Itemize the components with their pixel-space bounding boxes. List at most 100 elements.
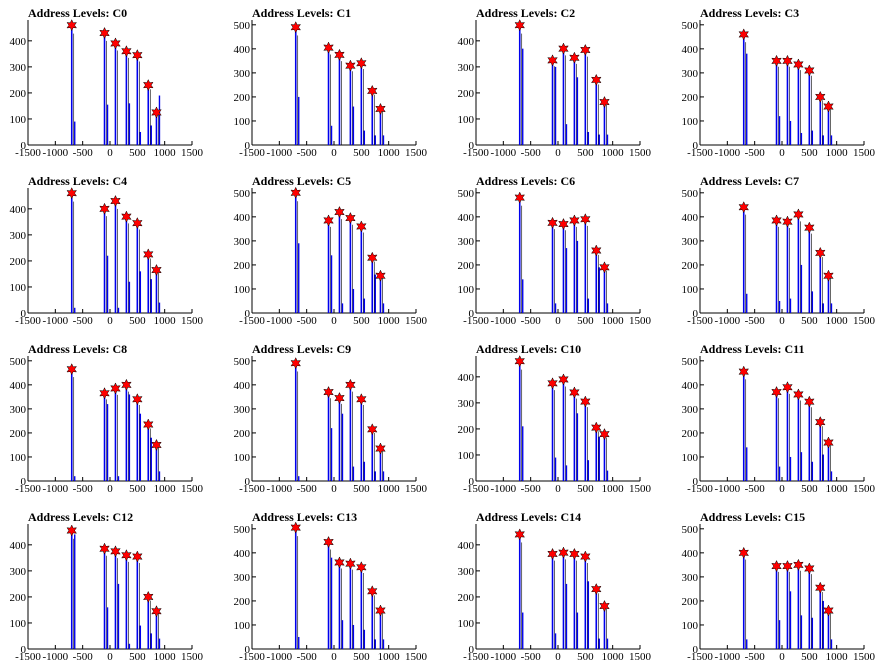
peak-marker <box>793 388 804 401</box>
y-tick-label: 400 <box>682 44 699 56</box>
x-tick-label: 0 <box>107 483 113 495</box>
x-tick-label: 1500 <box>853 651 876 663</box>
x-tick-label: 1000 <box>378 651 401 663</box>
y-tick-label: 400 <box>234 548 251 560</box>
x-tick-label: 1500 <box>181 147 204 159</box>
peak-marker <box>771 54 782 67</box>
x-tick-label: 1000 <box>378 147 401 159</box>
y-tick-label: 200 <box>234 260 251 272</box>
peak-marker <box>558 373 569 386</box>
y-tick-label: 100 <box>10 452 27 464</box>
peak-marker <box>151 106 162 119</box>
x-tick-label: 1000 <box>154 147 177 159</box>
histogram-panel: Address Levels: C15 0 100 200 300 400 500 -1500… <box>672 504 896 672</box>
histogram-chart: Address Levels: C11 0 100 200 300 400 500 -1500… <box>682 342 876 495</box>
y-tick-label: 300 <box>10 62 27 74</box>
y-tick-label: 100 <box>234 284 251 296</box>
y-tick-label: 300 <box>234 404 251 416</box>
x-tick-label: -1500 <box>239 483 265 495</box>
panel-title: Address Levels: C15 <box>700 510 805 524</box>
x-tick-label: -500 <box>521 651 542 663</box>
peak-marker <box>142 248 154 261</box>
peak-marker <box>66 187 78 200</box>
histogram-panel: Address Levels: C0 0 100 200 300 400 -1500 -100… <box>0 0 224 168</box>
peak-marker <box>558 546 569 559</box>
y-tick-label: 300 <box>10 230 27 242</box>
peak-marker <box>366 84 378 98</box>
y-tick-label: 500 <box>10 356 27 368</box>
panel-title: Address Levels: C11 <box>700 342 804 356</box>
x-tick-label: 1000 <box>154 315 177 327</box>
x-tick-label: 1500 <box>629 147 652 159</box>
peak-marker <box>738 546 750 559</box>
peak-marker <box>375 269 386 282</box>
x-tick-label: 0 <box>331 483 337 495</box>
x-tick-label: -1500 <box>239 651 265 663</box>
peak-marker <box>290 357 302 370</box>
panel-title: Address Levels: C12 <box>28 510 133 524</box>
x-tick-label: 500 <box>801 651 818 663</box>
x-tick-label: -1500 <box>463 483 489 495</box>
y-tick-label: 300 <box>682 404 699 416</box>
histogram-chart: Address Levels: C30100200300400500-1500-… <box>682 6 876 159</box>
x-tick-label: 0 <box>331 315 337 327</box>
y-tick-label: 300 <box>234 236 251 248</box>
peak-marker <box>599 95 610 109</box>
histogram-chart: Address Levels: C10 0 100 200 300 400 -1500 -10… <box>458 342 652 495</box>
y-tick-label: 0 <box>245 140 251 152</box>
x-tick-label: 1500 <box>181 651 204 663</box>
x-tick-label: 500 <box>353 651 370 663</box>
peak-marker <box>110 37 121 50</box>
x-tick-label: 1000 <box>826 147 849 159</box>
x-tick-label: 500 <box>129 651 146 663</box>
peak-marker <box>356 561 367 574</box>
peak-marker <box>121 45 132 58</box>
x-tick-label: 500 <box>129 483 146 495</box>
y-tick-label: 200 <box>10 428 27 440</box>
y-tick-label: 100 <box>682 284 699 296</box>
histogram-panel: Address Levels: C11 0 100 200 300 400 500 -1500… <box>672 336 896 504</box>
peak-marker <box>804 562 815 575</box>
peak-marker <box>580 43 591 57</box>
y-tick-label: 400 <box>10 204 27 216</box>
peak-marker <box>132 393 143 406</box>
y-tick-label: 300 <box>682 572 699 584</box>
peak-marker <box>99 26 110 40</box>
x-tick-label: -1000 <box>490 315 516 327</box>
peak-marker <box>823 100 834 113</box>
y-tick-label: 300 <box>234 572 251 584</box>
x-tick-label: -1000 <box>490 147 516 159</box>
peak-marker <box>99 542 110 555</box>
x-tick-label: -500 <box>745 315 766 327</box>
peak-marker <box>99 387 110 400</box>
x-tick-label: 0 <box>779 651 785 663</box>
y-tick-label: 400 <box>10 36 27 48</box>
peak-marker <box>366 585 378 598</box>
x-tick-label: 1500 <box>405 147 428 159</box>
peak-marker <box>558 217 569 231</box>
histogram-chart: Address Levels: C4 0 100 200 300 400 -1500 -100… <box>10 174 204 327</box>
x-tick-label: 500 <box>129 315 146 327</box>
x-tick-label: 1500 <box>181 483 204 495</box>
peak-marker <box>569 547 580 561</box>
peak-marker <box>738 28 750 41</box>
x-tick-label: -1000 <box>42 315 68 327</box>
peak-marker <box>110 194 121 208</box>
y-tick-label: 200 <box>10 88 27 100</box>
x-tick-label: -1500 <box>687 147 713 159</box>
x-tick-label: -1500 <box>15 315 41 327</box>
peak-marker <box>814 90 826 104</box>
x-tick-label: 1000 <box>602 147 625 159</box>
x-tick-label: -500 <box>521 483 542 495</box>
panel-title: Address Levels: C3 <box>700 6 799 20</box>
y-tick-label: 400 <box>458 36 475 48</box>
peak-marker <box>814 581 826 594</box>
peak-marker <box>323 41 334 54</box>
x-tick-label: -1500 <box>15 651 41 663</box>
x-tick-label: -1500 <box>463 147 489 159</box>
y-tick-label: 400 <box>682 380 699 392</box>
x-tick-label: 500 <box>577 147 594 159</box>
x-tick-label: 0 <box>331 147 337 159</box>
y-tick-label: 400 <box>682 212 699 224</box>
